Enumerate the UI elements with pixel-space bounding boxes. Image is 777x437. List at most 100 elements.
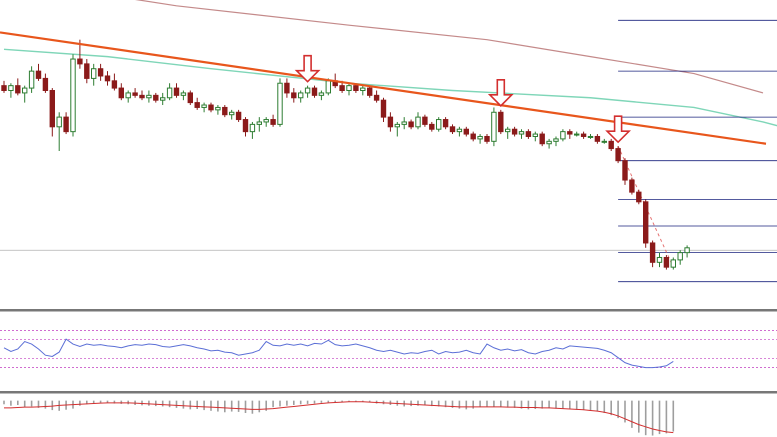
candle-body: [511, 128, 518, 135]
candle-body: [339, 85, 345, 92]
candle-body: [201, 104, 207, 108]
candle-body: [56, 116, 62, 128]
candle-body: [560, 131, 566, 140]
candle-body: [373, 94, 380, 101]
candle-body: [663, 256, 670, 268]
candle-body: [387, 116, 394, 128]
candle-body: [353, 85, 359, 92]
candle-body: [677, 252, 683, 261]
candle-body: [574, 133, 580, 136]
candle-body: [449, 126, 456, 133]
candle-body: [477, 135, 483, 140]
candle-body: [553, 138, 559, 142]
candle-body: [291, 92, 297, 99]
candle-body: [263, 119, 269, 123]
down-arrow-icon: [487, 79, 514, 107]
macd-panel: [3, 400, 675, 436]
candle-body: [270, 119, 276, 125]
descending-trendline: [0, 31, 767, 145]
candle-body: [587, 135, 594, 138]
price-panel: [0, 0, 777, 283]
candle-body: [118, 87, 124, 99]
panel-separator-0: [0, 309, 777, 312]
candle-body: [49, 90, 55, 128]
candle-body: [649, 242, 656, 263]
candle-body: [629, 179, 635, 193]
candle-body: [42, 77, 49, 92]
candle-body: [408, 121, 414, 128]
candle-body: [91, 68, 97, 79]
candle-body: [104, 75, 111, 82]
candle-body: [525, 131, 532, 137]
candle-body: [442, 119, 449, 128]
candle-body: [235, 111, 242, 121]
candle-body: [111, 80, 118, 89]
down-arrow-marker: [605, 115, 632, 144]
candle-body: [615, 148, 621, 162]
candle-body: [28, 70, 35, 89]
candle-body: [22, 87, 28, 94]
candle-body: [429, 123, 435, 130]
candle-body: [684, 247, 690, 254]
candle-body: [180, 92, 187, 96]
candle-body: [367, 87, 373, 96]
down-arrow-marker: [487, 79, 514, 107]
candle-body: [505, 128, 511, 133]
candle-body: [580, 133, 587, 137]
candle-body: [394, 123, 401, 128]
candle-body: [456, 128, 463, 133]
candle-body: [8, 85, 14, 92]
candle-body: [346, 85, 352, 92]
candle-body: [187, 92, 194, 104]
candle-body: [498, 111, 504, 133]
candle-body: [401, 121, 407, 125]
candle-body: [194, 102, 200, 108]
candle-body: [360, 87, 366, 92]
rsi-panel: [0, 330, 777, 369]
candle-body: [70, 58, 76, 133]
candle-body: [173, 87, 180, 96]
candle-body: [470, 133, 476, 140]
candle-body: [643, 201, 649, 244]
panel-separator-1: [0, 391, 777, 394]
down-arrow-icon: [294, 54, 321, 83]
candle-body: [318, 92, 325, 96]
candle-body: [311, 87, 318, 96]
candle-body: [380, 99, 387, 118]
candle-body: [539, 133, 545, 145]
candle-body: [208, 104, 214, 111]
candle-body: [35, 70, 42, 79]
candle-body: [146, 94, 152, 99]
candle-body: [229, 111, 235, 116]
candle-body: [491, 111, 497, 142]
rsi-line: [3, 338, 674, 369]
candle-body: [15, 85, 21, 94]
candle-body: [532, 133, 538, 137]
candle-body: [422, 116, 428, 125]
candle-body: [97, 68, 104, 77]
candle-body: [594, 135, 601, 142]
candle-body: [463, 128, 470, 135]
candle-body: [132, 92, 138, 96]
candle-body: [222, 106, 228, 116]
candle-body: [153, 94, 159, 101]
candle-body: [77, 58, 83, 65]
panel-separators: [0, 309, 777, 394]
candle-body: [656, 256, 663, 263]
candle-body: [546, 140, 552, 145]
candle-body: [567, 131, 573, 135]
candle-body: [139, 94, 145, 99]
candle-body: [256, 121, 263, 125]
candle-body: [298, 92, 304, 99]
candle-body: [160, 97, 166, 101]
ma-slow-line: [134, 0, 764, 94]
candle-body: [215, 106, 221, 111]
candle-body: [415, 116, 421, 128]
candle-body: [601, 140, 607, 143]
candle-body: [63, 116, 69, 133]
candle-body: [284, 82, 290, 94]
candle-body: [484, 135, 490, 142]
candle-body: [166, 87, 173, 99]
